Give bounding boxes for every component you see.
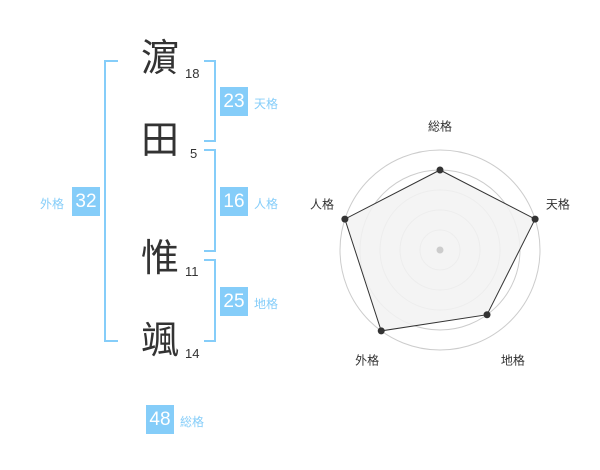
radar-axis-label: 総格 (427, 119, 453, 134)
radar-point (483, 311, 491, 319)
tenkaku-bracket (204, 60, 216, 142)
tenkaku-label: 天格 (254, 97, 279, 111)
chikaku-bracket (204, 259, 216, 342)
chikaku-value: 25 (220, 287, 248, 316)
stroke-count-4: 14 (185, 346, 200, 361)
jinkaku-value: 16 (220, 187, 248, 216)
gaikaku-value: 32 (72, 187, 100, 216)
tenkaku-value: 23 (220, 87, 248, 116)
name-char-4: 颯 (140, 318, 179, 362)
chikaku-label: 地格 (254, 297, 279, 311)
soukaku-value: 48 (146, 405, 174, 434)
radar-axis-label: 天格 (545, 197, 570, 212)
name-char-3: 惟 (140, 236, 179, 280)
gaikaku-label: 外格 (40, 197, 65, 211)
radar-axis-label: 人格 (310, 197, 335, 212)
radar-point (436, 166, 444, 174)
jinkaku-label: 人格 (254, 197, 279, 211)
radar-center (436, 246, 444, 254)
stroke-count-2: 5 (190, 146, 198, 161)
soukaku-label: 総格 (180, 415, 205, 429)
stroke-count-3: 11 (185, 264, 199, 279)
gaikaku-bracket (104, 60, 118, 342)
radar-ring (339, 149, 541, 351)
radar-axis-label: 外格 (355, 353, 380, 368)
name-char-1: 濵 (140, 36, 179, 80)
name-char-2: 田 (140, 118, 179, 162)
stroke-count-1: 18 (185, 66, 200, 81)
radar-point (341, 215, 349, 223)
radar-point (377, 327, 385, 335)
jinkaku-bracket (204, 149, 216, 252)
radar-axis-label: 地格 (500, 353, 525, 368)
radar-point (531, 215, 539, 223)
